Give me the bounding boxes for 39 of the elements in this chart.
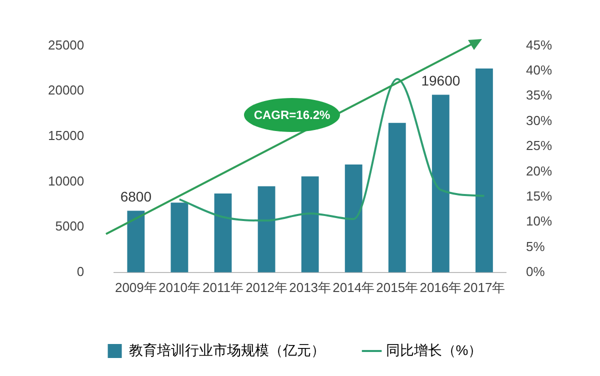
data-label: 19600	[421, 72, 460, 89]
x-tick-label: 2010年	[158, 280, 200, 295]
x-tick-label: 2014年	[332, 280, 375, 295]
y2-tick-label: 35%	[526, 88, 552, 103]
y2-tick-label: 15%	[526, 188, 552, 204]
data-label: 6800	[120, 188, 152, 205]
y-tick-label: 20000	[48, 82, 84, 98]
y2-tick-label: 20%	[526, 163, 552, 178]
bar	[170, 202, 188, 272]
x-tick-label: 2012年	[246, 280, 288, 295]
x-tick-label: 2017年	[463, 280, 506, 295]
y-tick-label: 15000	[48, 128, 84, 144]
y-tick-label: 0	[76, 264, 84, 279]
legend-label: 同比增长（%）	[386, 342, 482, 358]
x-tick-label: 2015年	[376, 280, 418, 295]
y2-tick-label: 0%	[526, 264, 546, 279]
bar	[301, 176, 319, 272]
x-tick-label: 2011年	[202, 280, 244, 295]
y2-tick-label: 30%	[526, 112, 552, 128]
y2-tick-label: 45%	[526, 37, 552, 52]
x-tick-label: 2016年	[420, 280, 462, 295]
y2-tick-label: 5%	[526, 238, 546, 254]
y-tick-label: 10000	[48, 173, 84, 188]
y-tick-label: 25000	[48, 37, 84, 52]
annotation: CAGR=16.2%	[244, 98, 340, 132]
y2-tick-label: 10%	[526, 214, 552, 229]
bar	[344, 164, 362, 272]
bar	[388, 122, 406, 272]
bar	[214, 194, 232, 272]
x-tick-label: 2009年	[114, 280, 157, 295]
bar	[432, 94, 450, 272]
legend-label: 教育培训行业市场规模（亿元）	[128, 342, 325, 358]
y2-tick-label: 40%	[526, 62, 552, 78]
y2-tick-label: 25%	[526, 138, 552, 154]
y-tick-label: 5000	[55, 218, 84, 234]
bar	[127, 210, 145, 272]
bar	[258, 186, 276, 272]
x-tick-label: 2013年	[289, 280, 332, 295]
bar	[476, 68, 493, 272]
